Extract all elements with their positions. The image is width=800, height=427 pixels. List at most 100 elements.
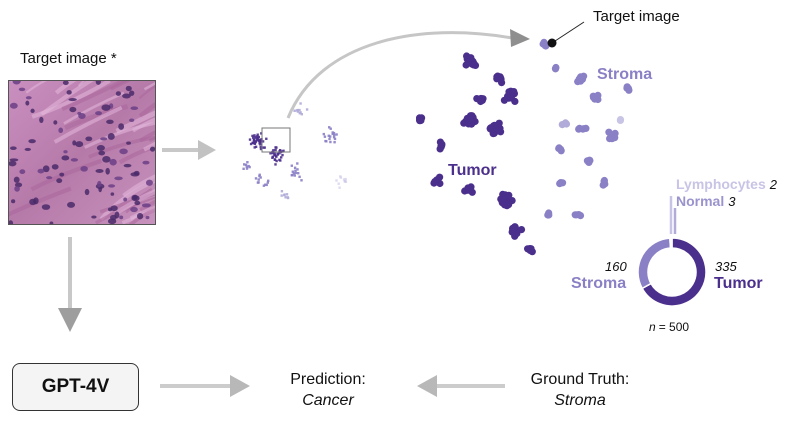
cell-nucleus xyxy=(97,180,102,188)
sample-count-value: = 500 xyxy=(659,320,690,334)
mini-point-normal xyxy=(284,196,287,199)
embedding-point-tumor xyxy=(465,185,474,193)
mini-point-stroma xyxy=(329,127,332,130)
cell-nucleus xyxy=(62,81,69,86)
cell-nucleus xyxy=(24,147,32,151)
tissue-fiber xyxy=(77,81,86,87)
embedding-point-tumor xyxy=(416,117,424,125)
mini-point-stroma xyxy=(291,173,294,177)
cell-nucleus xyxy=(70,158,79,162)
mini-point-stroma xyxy=(333,137,337,141)
mini-point-stroma xyxy=(332,131,336,135)
cell-nucleus xyxy=(49,221,54,224)
cell-nucleus xyxy=(126,141,131,145)
cell-nucleus xyxy=(85,136,93,142)
cell-nucleus xyxy=(107,133,115,140)
embedding-point-tumor xyxy=(493,73,501,81)
cell-nucleus xyxy=(141,203,151,208)
embedding-point-tumor xyxy=(504,92,512,100)
mini-point-lymphocytes xyxy=(338,186,341,189)
mini-point-stroma xyxy=(329,140,332,144)
mini-point-stroma xyxy=(300,179,303,182)
target-point-marker xyxy=(547,38,557,48)
mini-point-stroma xyxy=(248,165,251,169)
tissue-fiber xyxy=(128,208,155,224)
mini-point-stroma xyxy=(291,170,294,173)
legend-label-normal: Normal 3 xyxy=(676,193,736,209)
mini-point-tumor xyxy=(262,146,265,149)
cell-nucleus xyxy=(114,176,123,181)
cell-nucleus xyxy=(145,179,153,186)
mini-point-tumor xyxy=(256,133,259,136)
value-lymphocytes: 2 xyxy=(769,177,778,192)
cell-nucleus xyxy=(119,148,128,155)
cell-nucleus xyxy=(30,108,35,114)
mini-point-stroma xyxy=(297,172,300,175)
mini-point-stroma xyxy=(267,179,270,182)
cell-nucleus xyxy=(102,155,111,163)
embedding-point-stroma xyxy=(578,75,587,83)
mini-point-stroma xyxy=(290,164,293,167)
embedding-point-lymphocytes xyxy=(616,116,625,124)
cell-nucleus xyxy=(130,106,139,111)
label-normal: Normal xyxy=(676,193,724,209)
embedding-point-stroma xyxy=(582,124,590,132)
cell-nucleus xyxy=(129,118,135,122)
mini-point-tumor xyxy=(279,159,282,162)
mini-point-stroma xyxy=(327,134,330,137)
cell-nucleus xyxy=(67,201,76,208)
embedding-point-stroma xyxy=(586,156,594,165)
embedding-point-tumor xyxy=(438,140,446,148)
embedding-point-normal xyxy=(562,120,571,128)
cell-nucleus xyxy=(125,85,132,92)
mini-point-stroma xyxy=(265,183,268,187)
label-tumor: Tumor xyxy=(714,275,763,292)
zoom-curve-arrowhead xyxy=(510,29,530,47)
mini-point-tumor xyxy=(263,146,266,149)
histology-texture xyxy=(9,81,155,224)
embedding-point-tumor xyxy=(488,126,496,134)
mini-point-tumor xyxy=(275,159,278,163)
mini-point-normal xyxy=(280,194,283,197)
mini-point-normal xyxy=(296,110,300,113)
cell-nucleus xyxy=(84,188,90,196)
cell-nucleus xyxy=(95,169,104,173)
cell-nucleus xyxy=(142,160,150,165)
mini-point-stroma xyxy=(333,133,336,137)
embedding-scatter xyxy=(416,38,633,256)
cell-nucleus xyxy=(145,215,150,220)
mini-point-tumor xyxy=(248,138,252,141)
mini-point-tumor xyxy=(254,145,258,148)
cell-nucleus xyxy=(37,168,45,174)
arrowhead-to-model xyxy=(58,308,82,332)
embedding-point-stroma xyxy=(557,145,565,153)
tissue-fiber xyxy=(118,144,155,165)
cell-nucleus xyxy=(134,200,141,206)
mini-point-normal xyxy=(280,190,284,193)
target-image-title: Target image * xyxy=(20,50,117,67)
tissue-fiber xyxy=(138,101,155,119)
embedding-point-tumor xyxy=(466,116,474,124)
mini-point-tumor xyxy=(255,137,258,140)
mini-point-normal xyxy=(295,109,299,112)
mini-point-tumor xyxy=(249,142,253,146)
mini-point-tumor xyxy=(278,152,281,155)
mini-point-stroma xyxy=(294,171,297,175)
mini-point-tumor xyxy=(253,142,257,145)
cell-nucleus xyxy=(69,106,77,113)
cell-nucleus xyxy=(123,163,132,168)
embedding-point-stroma xyxy=(551,65,560,73)
cell-nucleus xyxy=(149,146,155,152)
zoom-curve-arrow xyxy=(286,31,513,119)
cell-nucleus xyxy=(101,104,111,111)
mini-point-stroma xyxy=(328,137,331,141)
mini-point-stroma xyxy=(294,169,297,172)
value-normal: 3 xyxy=(728,194,736,209)
mini-point-tumor xyxy=(253,134,256,137)
mini-point-tumor xyxy=(251,134,254,138)
arrowhead-truth-to-prediction xyxy=(417,375,437,397)
tissue-fiber xyxy=(61,81,128,111)
embedding-point-tumor xyxy=(466,54,474,63)
mini-point-lymphocytes xyxy=(344,177,347,181)
mini-point-stroma xyxy=(296,168,299,171)
